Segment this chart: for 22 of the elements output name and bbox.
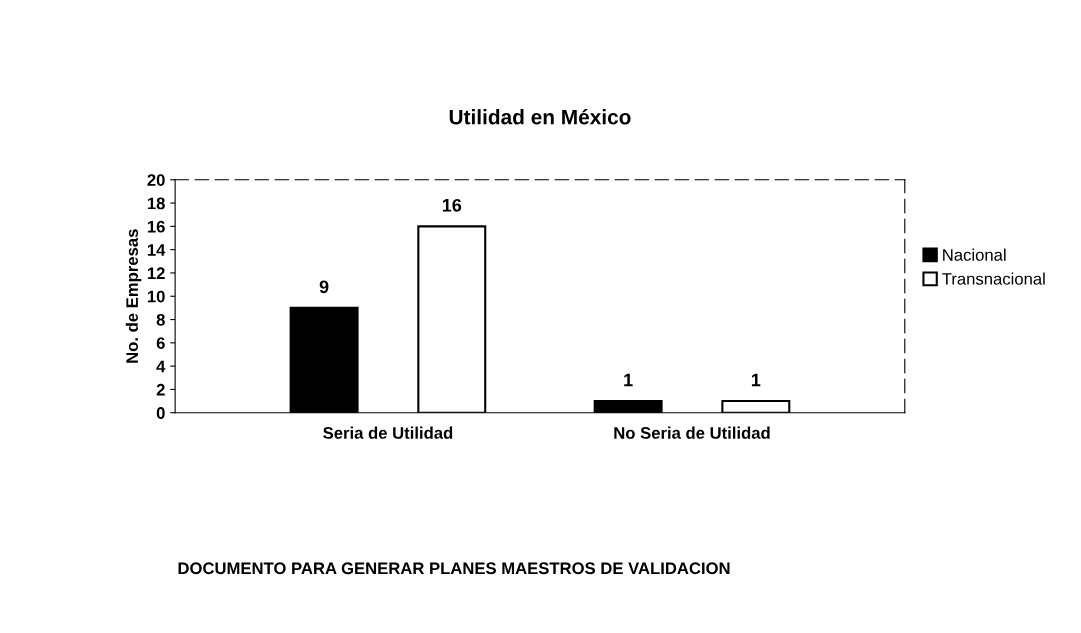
y-tick-label: 10 [147,290,165,303]
data-label: 1 [624,373,633,387]
y-tick-label: 0 [156,407,165,419]
data-label: 9 [319,280,329,294]
y-tick-label: 14 [147,244,166,256]
y-tick-label: 12 [147,267,165,279]
y-tick-label: 20 [147,174,165,186]
y-tick-label: 2 [156,383,165,396]
data-label: 16 [442,198,462,212]
data-label: 1 [751,373,761,387]
legend-label: Transnacional [942,272,1045,285]
y-tick-label: 8 [156,313,165,326]
y-tick-label: 4 [156,360,166,373]
text: DOCUMENTO PARA GENERAR PLANES MAESTROS DE VALIDACION [178,562,730,575]
y-axis-title: No. de Empresas [125,229,142,363]
x-tick-label: Seria de Utilidad [323,426,453,439]
legend-label: Nacional [943,248,1006,261]
y-tick-label: 18 [147,197,165,210]
x-tick-label: No Seria de Utilidad [614,426,770,439]
y-tick-label: 16 [147,220,165,233]
chart-title: Utilidad en México [449,108,631,125]
y-tick-label: 6 [156,337,165,350]
